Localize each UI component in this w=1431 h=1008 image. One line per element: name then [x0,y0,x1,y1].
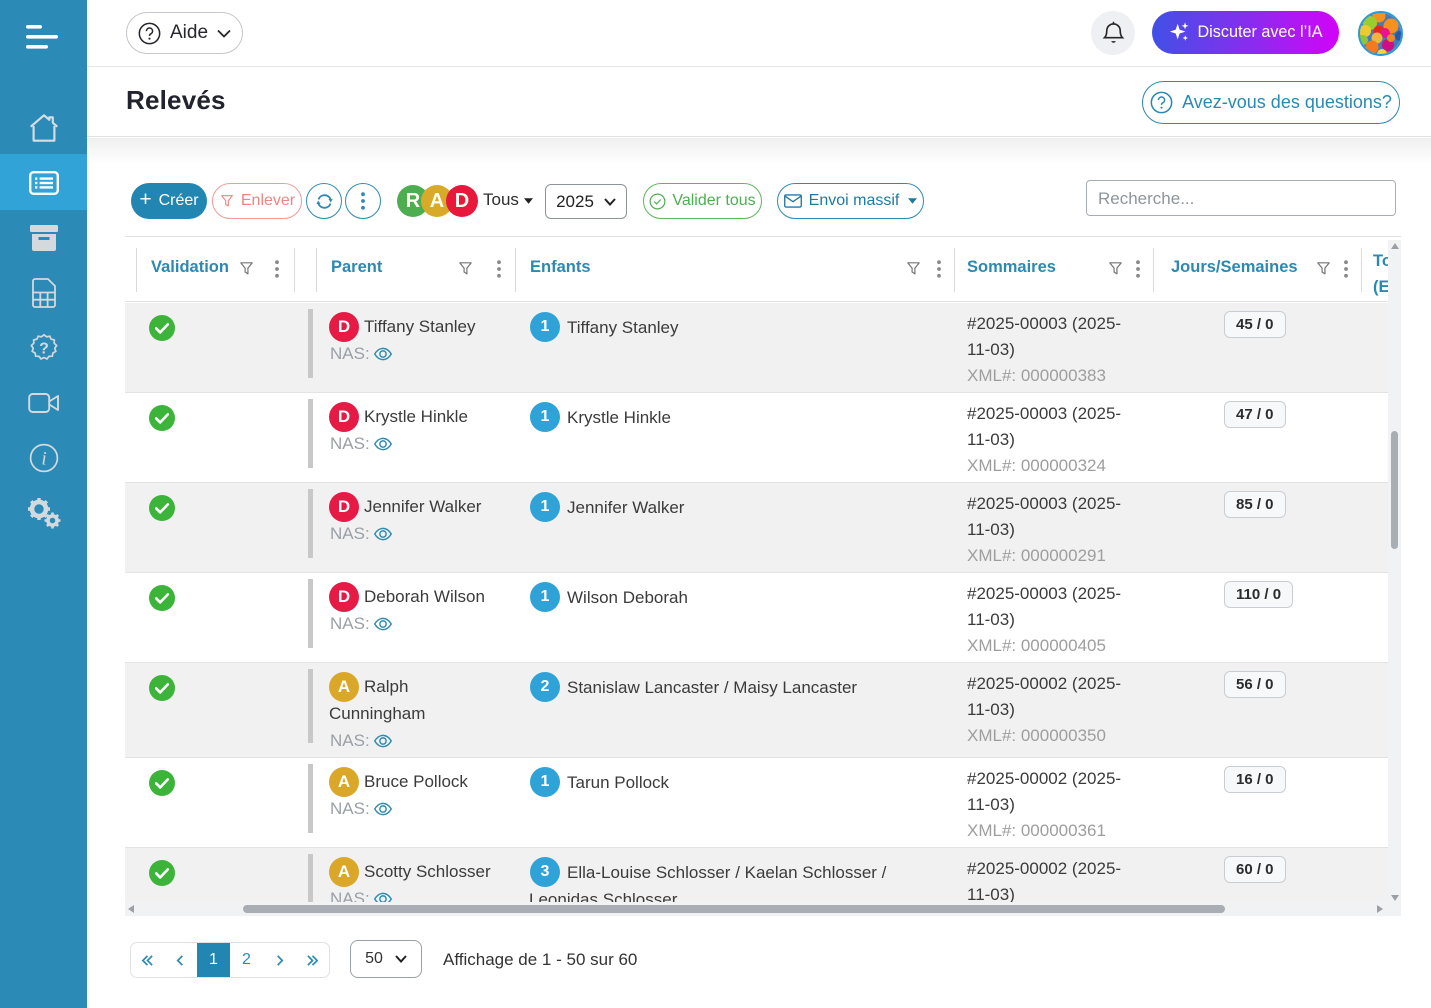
svg-text:?: ? [39,340,49,357]
svg-text:i: i [41,448,46,469]
